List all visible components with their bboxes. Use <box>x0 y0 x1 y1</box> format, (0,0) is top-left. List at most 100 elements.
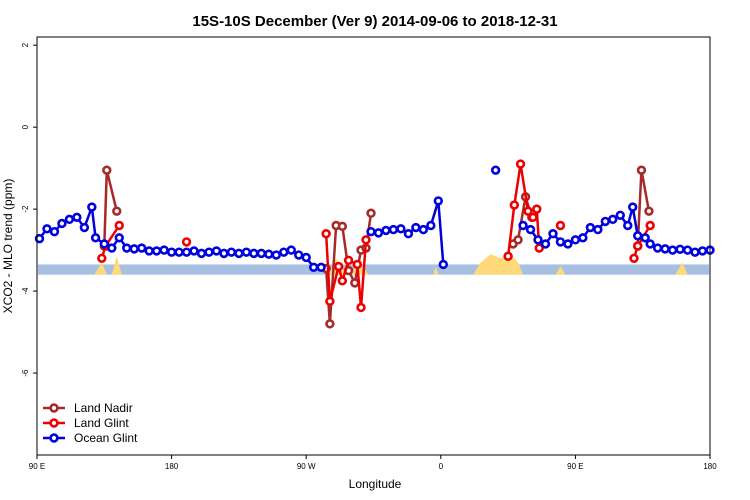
ocean-glint-point-0-25 <box>219 248 229 259</box>
ocean-glint-point-3-21 <box>667 245 678 255</box>
ocean-glint-point-0-33 <box>279 247 289 257</box>
land-glint-point-2-7 <box>361 235 371 245</box>
ocean-glint-point-0-18 <box>166 247 177 257</box>
land-glint-point-5-1 <box>633 241 643 251</box>
legend-marker-ocean-glint <box>49 433 59 443</box>
ocean-glint-point-0-16 <box>151 246 162 256</box>
land-fill-region-4 <box>433 266 439 275</box>
legend-marker-land-glint <box>49 418 59 428</box>
land-nadir-point-3-2 <box>644 206 654 216</box>
land-glint-point-3-1 <box>509 200 520 210</box>
ocean-glint-point-0-4 <box>64 214 75 225</box>
ocean-glint-point-0-28 <box>241 247 252 257</box>
ocean-glint-point-0-29 <box>249 248 259 259</box>
land-glint-point-3-3 <box>523 206 533 216</box>
land-glint-point-3-6 <box>534 243 544 253</box>
ocean-glint-point-3-7 <box>570 235 581 245</box>
x-tick-label-5: 180 <box>703 462 717 471</box>
chart-title: 15S-10S December (Ver 9) 2014-09-06 to 2… <box>192 13 557 30</box>
ocean-glint-point-0-17 <box>159 245 169 255</box>
ocean-glint-point-3-0 <box>518 220 528 231</box>
ocean-glint-point-3-13 <box>615 210 625 220</box>
ocean-glint-point-0-20 <box>181 247 192 257</box>
ocean-glint-point-3-8 <box>578 233 588 243</box>
ocean-glint-point-3-19 <box>652 243 663 253</box>
ocean-glint-point-1-4 <box>396 224 406 234</box>
ocean-glint-point-1-3 <box>388 224 399 235</box>
land-glint-point-1-0 <box>181 237 192 247</box>
land-glint-point-2-4 <box>343 255 354 266</box>
ocean-glint-point-3-1 <box>525 224 536 235</box>
land-nadir-point-0-2 <box>112 206 122 216</box>
land-nadir-point-1-5 <box>350 278 360 288</box>
land-fill-region-0 <box>94 262 107 275</box>
legend-label-land-nadir: Land Nadir <box>74 401 133 415</box>
land-fill-region-6 <box>555 266 566 275</box>
ocean-glint-point-0-26 <box>226 247 237 257</box>
land-nadir-point-2-1 <box>513 235 523 245</box>
land-fill-region-1 <box>111 256 122 275</box>
land-glint-point-5-2 <box>645 220 655 231</box>
x-tick-label-0: 90 E <box>29 462 45 471</box>
ocean-glint-point-0-21 <box>189 246 199 256</box>
plot-frame <box>36 36 711 456</box>
land-glint-point-2-2 <box>333 261 344 272</box>
ocean-glint-point-0-15 <box>144 246 154 256</box>
land-glint-point-0-0 <box>97 253 107 263</box>
ocean-glint-point-0-14 <box>136 243 147 253</box>
land-glint-line-2 <box>324 233 368 308</box>
ocean-glint-point-1-1 <box>373 228 384 238</box>
ocean-glint-point-3-18 <box>645 239 655 249</box>
ocean-glint-point-3-10 <box>593 224 603 235</box>
ocean-glint-point-1-0 <box>366 226 376 237</box>
land-glint-point-2-5 <box>352 259 362 270</box>
land-glint-point-2-1 <box>325 296 335 307</box>
land-nadir-point-1-3 <box>337 221 348 232</box>
ocean-glint-point-1-10 <box>438 259 448 270</box>
land-glint-point-3-2 <box>515 159 526 169</box>
land-nadir-point-3-1 <box>636 165 647 175</box>
ocean-glint-point-0-30 <box>256 248 267 259</box>
x-tick-label-1: 180 <box>165 462 179 471</box>
ocean-glint-point-0-32 <box>271 250 281 260</box>
ocean-glint-point-0-6 <box>79 222 90 233</box>
ocean-glint-point-3-3 <box>540 239 551 249</box>
ocean-glint-point-3-5 <box>555 237 566 247</box>
ocean-glint-point-3-12 <box>608 214 618 225</box>
ocean-glint-point-3-9 <box>585 222 596 233</box>
ocean-glint-point-0-27 <box>234 248 244 259</box>
ocean-glint-point-3-22 <box>675 244 685 254</box>
ocean-glint-point-1-8 <box>426 220 436 231</box>
ocean-glint-point-3-6 <box>563 239 573 249</box>
ocean-glint-point-3-20 <box>660 244 670 254</box>
land-glint-point-4-0 <box>555 220 566 231</box>
x-axis-label: Longitude <box>349 477 402 491</box>
y-tick-label-3: -4 <box>21 287 30 295</box>
ocean-glint-point-0-3 <box>57 218 67 229</box>
y-tick-label-0: 2 <box>21 42 30 47</box>
series-ocean-glint <box>34 165 715 273</box>
ocean-glint-point-0-37 <box>308 262 319 273</box>
y-axis-label: XCO2 - MLO trend (ppm) <box>1 179 15 314</box>
land-glint-point-3-0 <box>503 251 513 261</box>
background-band <box>38 264 709 275</box>
land-glint-point-2-6 <box>356 302 366 313</box>
ocean-glint-point-0-36 <box>301 252 311 263</box>
ocean-glint-point-1-2 <box>381 225 391 236</box>
ocean-glint-point-3-17 <box>640 233 650 243</box>
ocean-glint-point-0-0 <box>34 233 45 244</box>
land-glint-point-5-0 <box>629 253 639 263</box>
land-fill-region-7 <box>675 262 688 275</box>
ocean-glint-point-0-8 <box>90 233 101 243</box>
ocean-glint-point-0-9 <box>99 239 110 249</box>
ocean-glint-point-0-2 <box>49 226 60 237</box>
land-fill-region-5 <box>473 254 524 275</box>
ocean-glint-point-3-2 <box>533 235 543 245</box>
ocean-glint-point-0-10 <box>107 243 117 253</box>
ocean-glint-point-0-11 <box>114 233 124 243</box>
ocean-glint-point-3-24 <box>690 247 700 257</box>
ocean-glint-point-1-5 <box>403 229 414 239</box>
land-glint-point-3-4 <box>528 212 538 223</box>
ocean-glint-point-0-12 <box>122 243 132 253</box>
